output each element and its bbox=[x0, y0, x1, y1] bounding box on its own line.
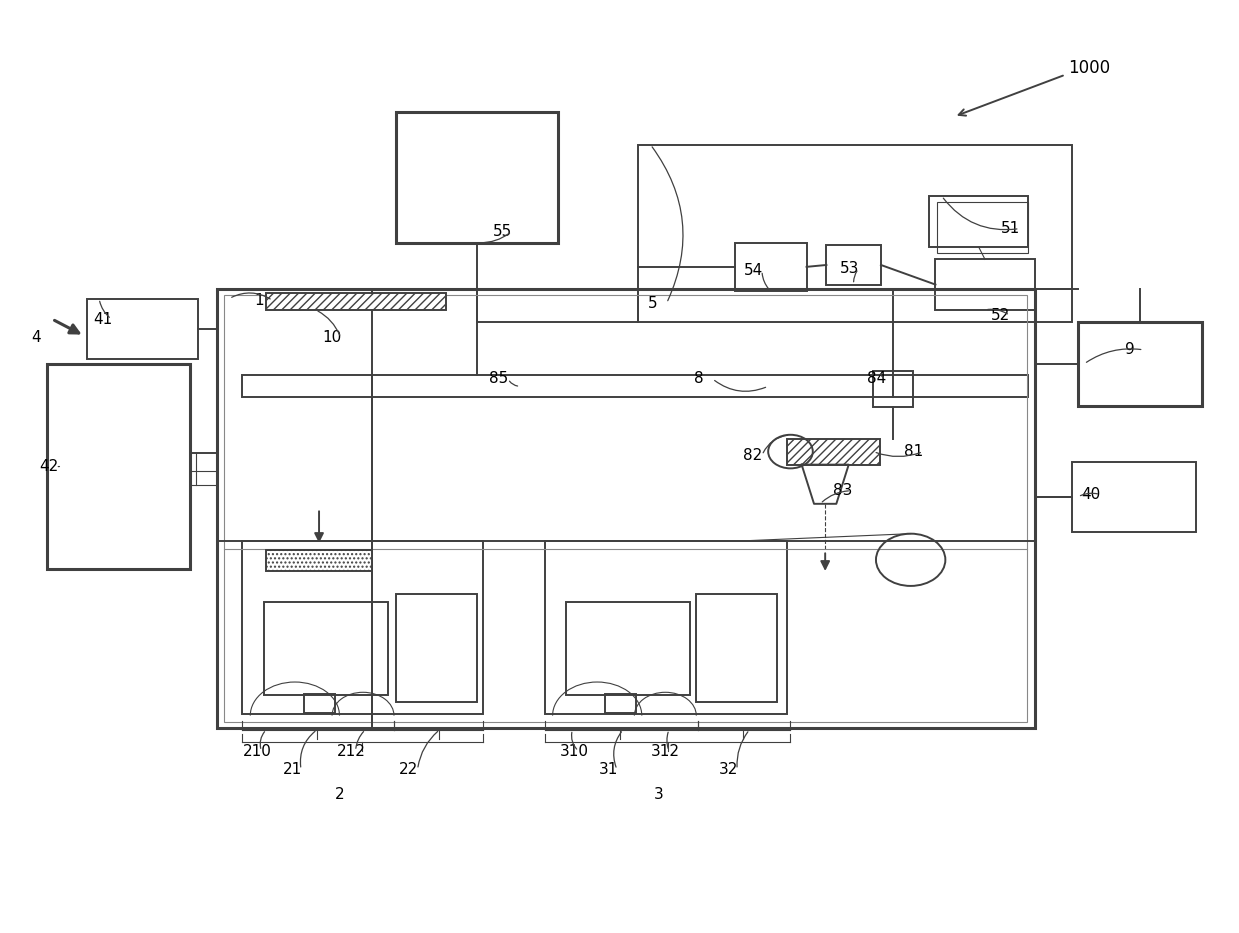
Bar bbox=[826, 245, 881, 285]
Text: 40: 40 bbox=[1082, 487, 1101, 502]
Text: 9: 9 bbox=[1125, 342, 1135, 357]
Text: 83: 83 bbox=[833, 483, 852, 498]
Text: 1: 1 bbox=[254, 293, 264, 308]
Text: 210: 210 bbox=[243, 744, 271, 759]
Bar bbox=[224, 295, 1027, 722]
Polygon shape bbox=[802, 465, 849, 504]
Bar bbox=[1072, 462, 1196, 532]
Bar bbox=[1078, 322, 1202, 406]
Text: 55: 55 bbox=[493, 224, 513, 239]
Text: 5: 5 bbox=[648, 296, 658, 311]
Bar bbox=[87, 299, 198, 359]
Text: 54: 54 bbox=[743, 263, 763, 278]
Text: 212: 212 bbox=[337, 744, 366, 759]
Text: 53: 53 bbox=[840, 261, 860, 276]
Text: 1000: 1000 bbox=[1068, 59, 1110, 77]
Bar bbox=[545, 541, 787, 714]
Bar bbox=[696, 594, 777, 702]
Bar bbox=[266, 293, 446, 310]
Text: 42: 42 bbox=[40, 459, 59, 474]
Bar bbox=[937, 202, 1028, 253]
Text: 81: 81 bbox=[904, 444, 924, 459]
Text: 21: 21 bbox=[282, 762, 302, 777]
Text: 310: 310 bbox=[560, 744, 589, 759]
Bar bbox=[47, 364, 190, 569]
Text: 3: 3 bbox=[654, 787, 664, 802]
Text: 51: 51 bbox=[1001, 221, 1021, 236]
Text: 41: 41 bbox=[93, 312, 113, 327]
Bar bbox=[935, 259, 1035, 310]
Bar bbox=[396, 594, 477, 702]
Text: 8: 8 bbox=[694, 371, 704, 386]
Bar bbox=[242, 375, 1028, 397]
Bar bbox=[566, 602, 690, 695]
Text: 2: 2 bbox=[335, 787, 344, 802]
Bar bbox=[304, 694, 335, 713]
Text: 52: 52 bbox=[991, 308, 1011, 323]
Bar bbox=[873, 371, 913, 407]
Text: 312: 312 bbox=[650, 744, 679, 759]
Text: 10: 10 bbox=[322, 330, 342, 345]
Text: 85: 85 bbox=[489, 371, 509, 386]
Bar bbox=[266, 550, 372, 571]
Bar bbox=[605, 694, 636, 713]
Bar bbox=[787, 439, 880, 465]
Text: 4: 4 bbox=[31, 330, 41, 345]
Bar bbox=[217, 289, 1035, 728]
Text: 82: 82 bbox=[743, 448, 763, 463]
Text: 22: 22 bbox=[399, 762, 419, 777]
Bar bbox=[638, 145, 1072, 322]
Text: 84: 84 bbox=[867, 371, 887, 386]
Bar bbox=[264, 602, 388, 695]
Bar bbox=[242, 541, 483, 714]
Bar bbox=[929, 196, 1028, 247]
Text: 31: 31 bbox=[598, 762, 618, 777]
Bar bbox=[735, 243, 807, 291]
Bar bbox=[396, 112, 558, 243]
Text: 32: 32 bbox=[719, 762, 738, 777]
